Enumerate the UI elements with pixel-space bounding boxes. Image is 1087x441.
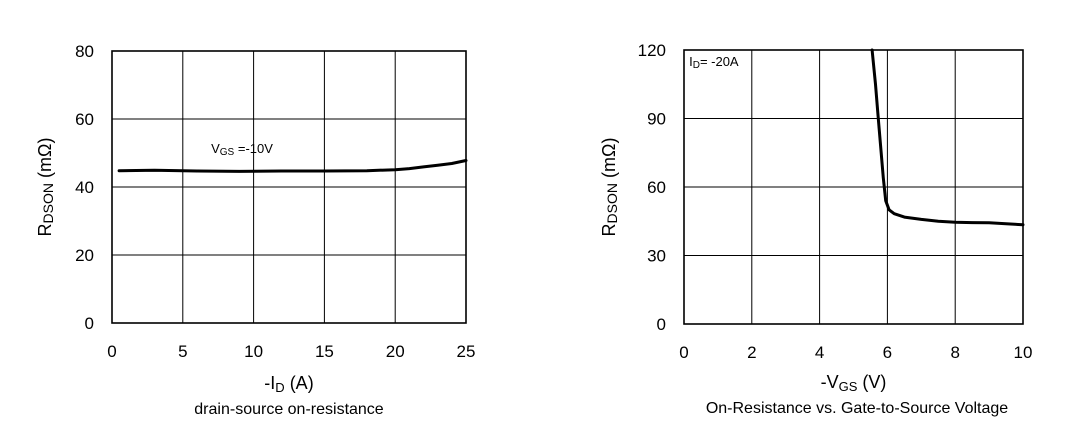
y-tick-label: 120 <box>638 41 666 60</box>
x-tick-label: 0 <box>679 343 688 362</box>
series-line-1 <box>117 159 468 173</box>
y-tick-label: 60 <box>75 110 94 129</box>
y-tick-label: 80 <box>75 42 94 61</box>
plot-frame <box>683 49 1024 325</box>
y-tick-label: 20 <box>75 246 94 265</box>
chart-caption: On-Resistance vs. Gate-to-Source Voltage <box>706 400 1008 417</box>
x-tick-label: 4 <box>815 343 824 362</box>
x-tick-label: 10 <box>244 342 263 361</box>
y-tick-label: 90 <box>647 110 666 129</box>
plot-frame <box>111 50 467 324</box>
x-tick-label: 10 <box>1014 343 1033 362</box>
x-tick-label: 15 <box>315 342 334 361</box>
y-tick-label: 0 <box>657 315 666 334</box>
x-tick-label: 5 <box>178 342 187 361</box>
x-tick-label: 25 <box>457 342 476 361</box>
y-tick-label: 0 <box>85 314 94 333</box>
x-axis-label: -ID (A) <box>264 373 313 395</box>
y-axis-label: RDSON (mΩ) <box>35 138 56 237</box>
x-tick-label: 8 <box>950 343 959 362</box>
y-axis-label: RDSON (mΩ) <box>599 138 620 237</box>
condition-annotation: VGS =-10V <box>211 141 273 158</box>
x-tick-label: 0 <box>107 342 116 361</box>
y-tick-label: 40 <box>75 178 94 197</box>
y-tick-label: 60 <box>647 178 666 197</box>
chart-1: 0 5 10 15 20 25 0 20 40 60 80 -ID (A) RDSON (mΩ) drai… <box>35 42 475 418</box>
x-axis-label: -VGS (V) <box>821 372 887 394</box>
condition-annotation: ID= -20A <box>689 54 739 71</box>
chart-caption: drain-source on-resistance <box>194 401 384 418</box>
y-tick-label: 30 <box>647 247 666 266</box>
series-line-1 <box>870 48 1025 227</box>
x-tick-label: 2 <box>747 343 756 362</box>
chart-2: 0 2 4 6 8 10 0 30 60 90 120 -VGS (V) RDSON (mΩ) On-Re… <box>599 41 1032 417</box>
x-tick-label: 20 <box>386 342 405 361</box>
x-tick-label: 6 <box>883 343 892 362</box>
